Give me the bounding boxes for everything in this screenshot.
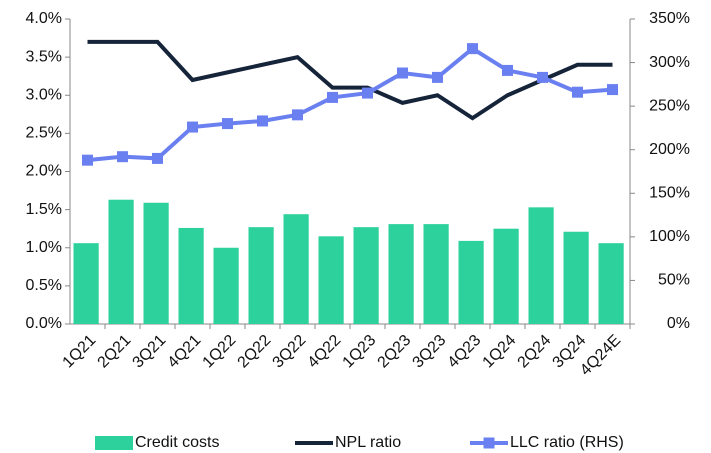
y-tick-label: 3.0%: [26, 86, 62, 103]
marker: [292, 109, 303, 121]
x-tick-label: 1Q21: [60, 332, 100, 372]
bar: [73, 243, 99, 324]
bar: [108, 199, 134, 324]
marker: [152, 152, 163, 164]
marker: [502, 64, 513, 76]
y-tick-label: 4.0%: [26, 10, 62, 27]
legend-swatch: [95, 436, 133, 450]
marker: [257, 115, 268, 127]
y2-tick-label: 300%: [649, 54, 690, 71]
x-tick-label: 3Q23: [410, 332, 450, 372]
marker: [397, 67, 408, 79]
legend-label: LLC ratio (RHS): [510, 434, 624, 451]
y2-tick-label: 200%: [649, 141, 690, 158]
marker: [82, 154, 93, 166]
bar: [423, 224, 449, 324]
x-tick-label: 2Q23: [375, 332, 415, 372]
bar: [213, 247, 239, 324]
marker: [222, 118, 233, 130]
bar: [528, 207, 554, 324]
x-tick-label: 4Q23: [445, 332, 485, 372]
bar: [248, 227, 274, 324]
y-tick-label: 2.0%: [26, 163, 62, 180]
marker: [607, 84, 618, 96]
marker: [572, 86, 583, 98]
marker: [432, 71, 443, 83]
legend-marker: [483, 437, 495, 449]
bar: [143, 202, 169, 324]
x-tick-label: 4Q21: [165, 332, 205, 372]
x-tick-label: 3Q22: [270, 332, 310, 372]
y2-tick-label: 0%: [667, 315, 690, 332]
y2-tick-label: 150%: [649, 185, 690, 202]
y-tick-label: 2.5%: [26, 125, 62, 142]
bar: [598, 243, 624, 324]
bar: [493, 228, 519, 324]
legend-label: Credit costs: [135, 434, 219, 451]
line: [87, 46, 613, 163]
x-tick-label: 3Q21: [130, 332, 170, 372]
y-tick-label: 3.5%: [26, 48, 62, 65]
bar: [318, 236, 344, 324]
marker: [537, 71, 548, 83]
x-tick-label: 2Q22: [235, 332, 275, 372]
y-tick-label: 0.0%: [26, 315, 62, 332]
x-tick-label: 2Q24: [515, 332, 555, 372]
y-tick-label: 0.5%: [26, 277, 62, 294]
y2-tick-label: 100%: [649, 228, 690, 245]
y-tick-label: 1.0%: [26, 239, 62, 256]
y-tick-label: 1.5%: [26, 201, 62, 218]
x-tick-label: 1Q24: [480, 332, 520, 372]
x-tick-label: 4Q22: [305, 332, 345, 372]
bar: [283, 214, 309, 324]
x-tick-label: 2Q21: [95, 332, 135, 372]
bar: [563, 231, 589, 324]
y2-tick-label: 350%: [649, 10, 690, 27]
x-tick-label: 1Q23: [340, 332, 380, 372]
bar: [353, 227, 379, 324]
marker: [187, 121, 198, 133]
y2-tick-label: 50%: [658, 272, 690, 289]
legend-label: NPL ratio: [335, 434, 401, 451]
x-tick-label: 1Q22: [200, 332, 240, 372]
y2-tick-label: 250%: [649, 97, 690, 114]
bar: [178, 227, 204, 324]
bar: [458, 240, 484, 324]
line: [87, 39, 613, 121]
bar: [388, 224, 414, 324]
marker: [327, 91, 338, 103]
marker: [117, 151, 128, 163]
marker: [362, 87, 373, 99]
marker: [467, 43, 478, 55]
